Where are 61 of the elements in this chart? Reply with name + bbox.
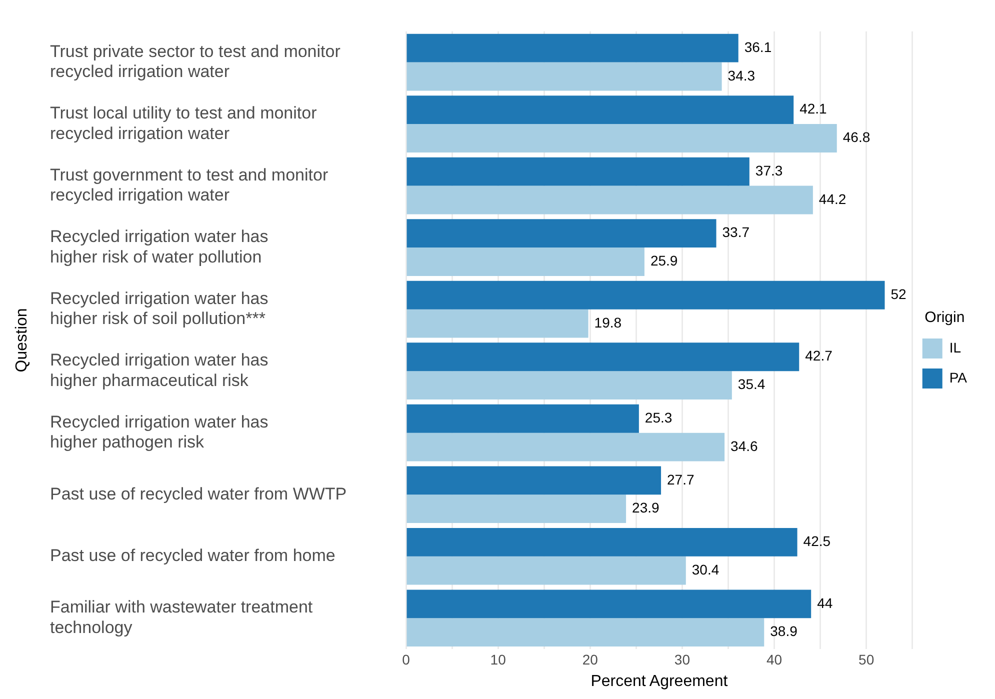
bar xyxy=(406,248,644,276)
bar xyxy=(406,62,722,91)
data-label: 19.8 xyxy=(594,314,622,330)
bar xyxy=(406,432,725,462)
data-label: 33.7 xyxy=(722,224,750,240)
data-label: 46.8 xyxy=(842,129,870,146)
y-tick-label: Recycled irrigation water has higher pharmaceutical risk xyxy=(50,350,268,390)
bar xyxy=(406,494,626,524)
legend-title: Origin xyxy=(924,309,965,326)
data-label: 34.6 xyxy=(730,438,758,454)
data-label: 42.5 xyxy=(803,533,831,550)
x-tick-label: 10 xyxy=(490,651,506,668)
data-label: 52 xyxy=(890,286,907,302)
data-label: 23.9 xyxy=(632,500,660,516)
bar xyxy=(406,528,798,556)
bar xyxy=(406,186,813,214)
bar xyxy=(406,618,764,647)
bar xyxy=(406,342,800,372)
y-tick-label: Familiar with wastewater treatment technology xyxy=(50,598,313,638)
x-tick-label: 20 xyxy=(582,651,598,668)
bar xyxy=(406,124,837,152)
data-label: 25.3 xyxy=(644,409,672,426)
bar xyxy=(406,219,716,248)
data-label: 27.7 xyxy=(667,471,694,488)
y-tick-label: Trust government to test and monitor recycled irrigation water xyxy=(50,165,328,205)
x-tick-label: 40 xyxy=(766,651,782,668)
bar xyxy=(406,280,885,310)
bar xyxy=(406,404,639,433)
bar xyxy=(406,371,732,400)
y-tick-label: Recycled irrigation water has higher pathogen risk xyxy=(50,412,268,452)
x-tick-label: 30 xyxy=(674,651,690,668)
bar xyxy=(406,157,750,186)
legend-label: PA xyxy=(949,369,968,386)
data-label: 42.1 xyxy=(800,100,828,117)
data-label: 44.2 xyxy=(818,190,846,207)
bar xyxy=(406,466,662,495)
x-tick-label: 0 xyxy=(402,651,410,668)
data-label: 30.4 xyxy=(692,561,720,578)
bar xyxy=(406,96,794,124)
data-label: 37.3 xyxy=(755,162,783,178)
bar xyxy=(406,590,812,618)
data-label: 25.9 xyxy=(650,252,678,269)
y-tick-label: Past use of recycled water from home xyxy=(50,546,336,566)
bar xyxy=(406,556,686,585)
data-label: 38.9 xyxy=(770,623,798,640)
data-label: 44 xyxy=(817,594,833,611)
y-tick-label: Recycled irrigation water has higher risk of soil pollution*** xyxy=(50,288,268,328)
data-label: 36.1 xyxy=(744,38,772,55)
y-tick-label: Recycled irrigation water has higher risk of water pollution xyxy=(50,227,268,266)
data-label: 34.3 xyxy=(728,67,756,84)
bar xyxy=(406,309,588,338)
bar xyxy=(406,34,738,62)
y-axis-title: Question xyxy=(13,308,30,372)
y-tick-label: Trust private sector to test and monitor recycled irrigation water xyxy=(50,42,341,82)
y-tick-label: Past use of recycled water from WWTP xyxy=(50,484,347,504)
y-tick-label: Trust local utility to test and monitor recycled irrigation water xyxy=(50,104,318,143)
x-tick-label: 50 xyxy=(858,651,874,668)
data-label: 42.7 xyxy=(805,348,833,364)
data-label: 35.4 xyxy=(738,376,766,392)
x-axis-title: Percent Agreement xyxy=(590,672,728,690)
legend-label: IL xyxy=(949,339,962,356)
